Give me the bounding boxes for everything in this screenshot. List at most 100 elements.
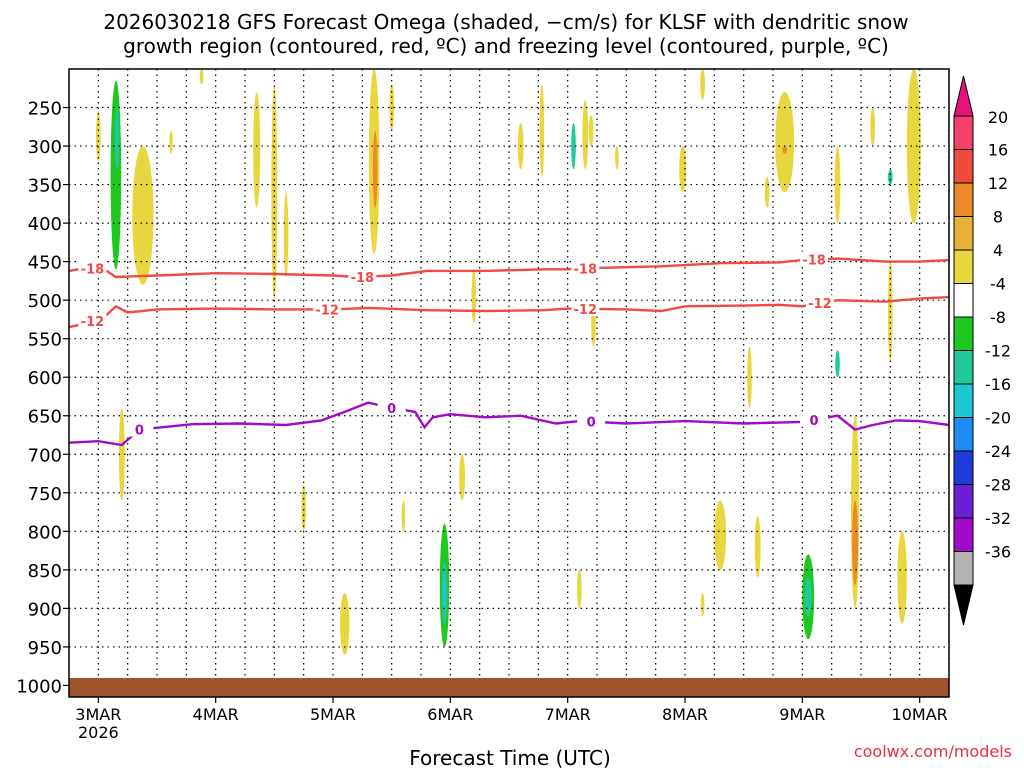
omega-shaded-region [906, 69, 921, 224]
contour-label: -12 [808, 297, 832, 312]
contour-label: 0 [810, 414, 819, 429]
contour-label: 0 [135, 424, 144, 439]
colorbar-label: -16 [985, 375, 1011, 394]
omega-shaded-region [688, 546, 694, 609]
y-tick-label: 600 [28, 368, 62, 389]
x-tick-label: 10MAR [892, 705, 948, 724]
contour-label: -18 [351, 271, 375, 286]
colorbar-label: -20 [985, 409, 1011, 428]
contour-label: -18 [574, 263, 598, 278]
omega-shaded-region [401, 500, 406, 532]
omega-shaded-region [714, 500, 727, 570]
colorbar-label: -32 [985, 509, 1011, 528]
omega-shaded-region [539, 84, 545, 177]
contour-label-background [805, 295, 834, 311]
omega-shaded-region [471, 269, 477, 324]
contour-label-background [577, 413, 606, 429]
omega-shaded-region [782, 146, 787, 154]
omega-shaded-region [372, 130, 378, 208]
contour-label: -12 [315, 303, 339, 318]
omega-shaded-region [870, 107, 875, 147]
colorbar-label: -28 [985, 476, 1011, 495]
omega-shaded-region [118, 408, 125, 501]
omega-shaded-region [169, 130, 173, 154]
omega-shaded-region [253, 92, 261, 208]
y-tick-label: 800 [28, 522, 62, 543]
chart-title-line-2: growth region (contoured, red, ºC) and f… [123, 34, 889, 58]
y-tick-label: 250 [28, 99, 62, 120]
omega-shaded-region [775, 92, 795, 193]
omega-shaded-region [577, 569, 582, 609]
omega-shaded-region [588, 115, 594, 146]
y-tick-label: 850 [28, 561, 62, 582]
y-tick-label: 400 [28, 214, 62, 235]
y-tick-label: 900 [28, 599, 62, 620]
contour-label-background [800, 251, 829, 267]
contour-label: -18 [81, 262, 105, 277]
colorbar-bottom-arrow [953, 584, 974, 626]
omega-shaded-region [418, 515, 424, 578]
colorbar-segment [953, 182, 974, 217]
colorbar-segment [953, 115, 974, 150]
contour-label-background [313, 301, 342, 317]
contour-label-background [125, 421, 154, 437]
colorbar-segment [953, 249, 974, 284]
x-tick-label: 6MAR [427, 705, 473, 724]
x-tick-sublabel: 2026 [78, 723, 119, 742]
colorbar-segment [953, 216, 974, 251]
omega-shaded-region [110, 80, 122, 270]
omega-shaded-region [811, 169, 817, 239]
omega-shaded-region [283, 192, 289, 278]
omega-shaded-region [236, 169, 243, 239]
omega-shaded-region [465, 569, 471, 647]
omega-shaded-region [430, 146, 436, 177]
colorbar-label: 12 [988, 174, 1008, 193]
omega-shaded-region [615, 146, 619, 170]
colorbar-segment [953, 149, 974, 184]
contour-label-background [78, 260, 107, 276]
x-axis-title: Forecast Time (UTC) [409, 746, 611, 768]
omega-shaded-region [132, 146, 154, 285]
colorbar-label: -12 [985, 342, 1011, 361]
contour-label-background [571, 300, 600, 316]
x-tick-label: 8MAR [662, 705, 708, 724]
colorbar: 20 16 12 8 4 -4 -8 -12 -16 -20 -24 -28 -32 -36 [953, 75, 1011, 626]
y-tick-label: 700 [28, 445, 62, 466]
colorbar-label: -8 [990, 308, 1006, 327]
x-tick-label: 4MAR [193, 705, 239, 724]
x-tick-label: 5MAR [310, 705, 356, 724]
grid-layer [69, 69, 950, 697]
y-axis: 250 300 350 400 450 500 550 600 650 700 750 800 850 9… [16, 99, 69, 697]
colorbar-label: 16 [988, 141, 1008, 160]
contour-label: -12 [81, 315, 105, 330]
omega-shaded-region [442, 577, 447, 609]
credit-text: coolwx.com/models [854, 742, 1012, 761]
ground-surface-band [69, 678, 949, 697]
y-tick-label: 550 [28, 330, 62, 351]
chart-title-line-1: 2026030218 GFS Forecast Omega (shaded, −… [103, 10, 908, 34]
omega-shaded-region [568, 119, 579, 655]
x-tick-label: 7MAR [545, 705, 591, 724]
contour-layer: -18 -18 -18 -18 -12 -12 -12 -12 0 0 0 0 [68, 251, 950, 447]
omega-shaded-region [927, 554, 936, 647]
omega-shaded-region [834, 146, 841, 224]
colorbar-segment [953, 484, 974, 519]
colorbar-label: 4 [993, 241, 1003, 260]
omega-shaded-region [835, 350, 840, 378]
omega-shaded-region [764, 176, 770, 208]
y-tick-label: 350 [28, 176, 62, 197]
omega-shaded-region [459, 454, 465, 501]
y-tick-label: 650 [28, 407, 62, 428]
omega-shaded-region [336, 92, 342, 170]
contour-label-background [800, 411, 829, 427]
contour-label: 0 [587, 416, 596, 431]
omega-shaded-region [804, 577, 812, 617]
omega-shaded-region [199, 69, 204, 85]
colorbar-segment [953, 350, 974, 385]
contour-label: -12 [574, 303, 598, 318]
omega-shaded-region [266, 446, 271, 501]
contour-line [68, 401, 950, 447]
